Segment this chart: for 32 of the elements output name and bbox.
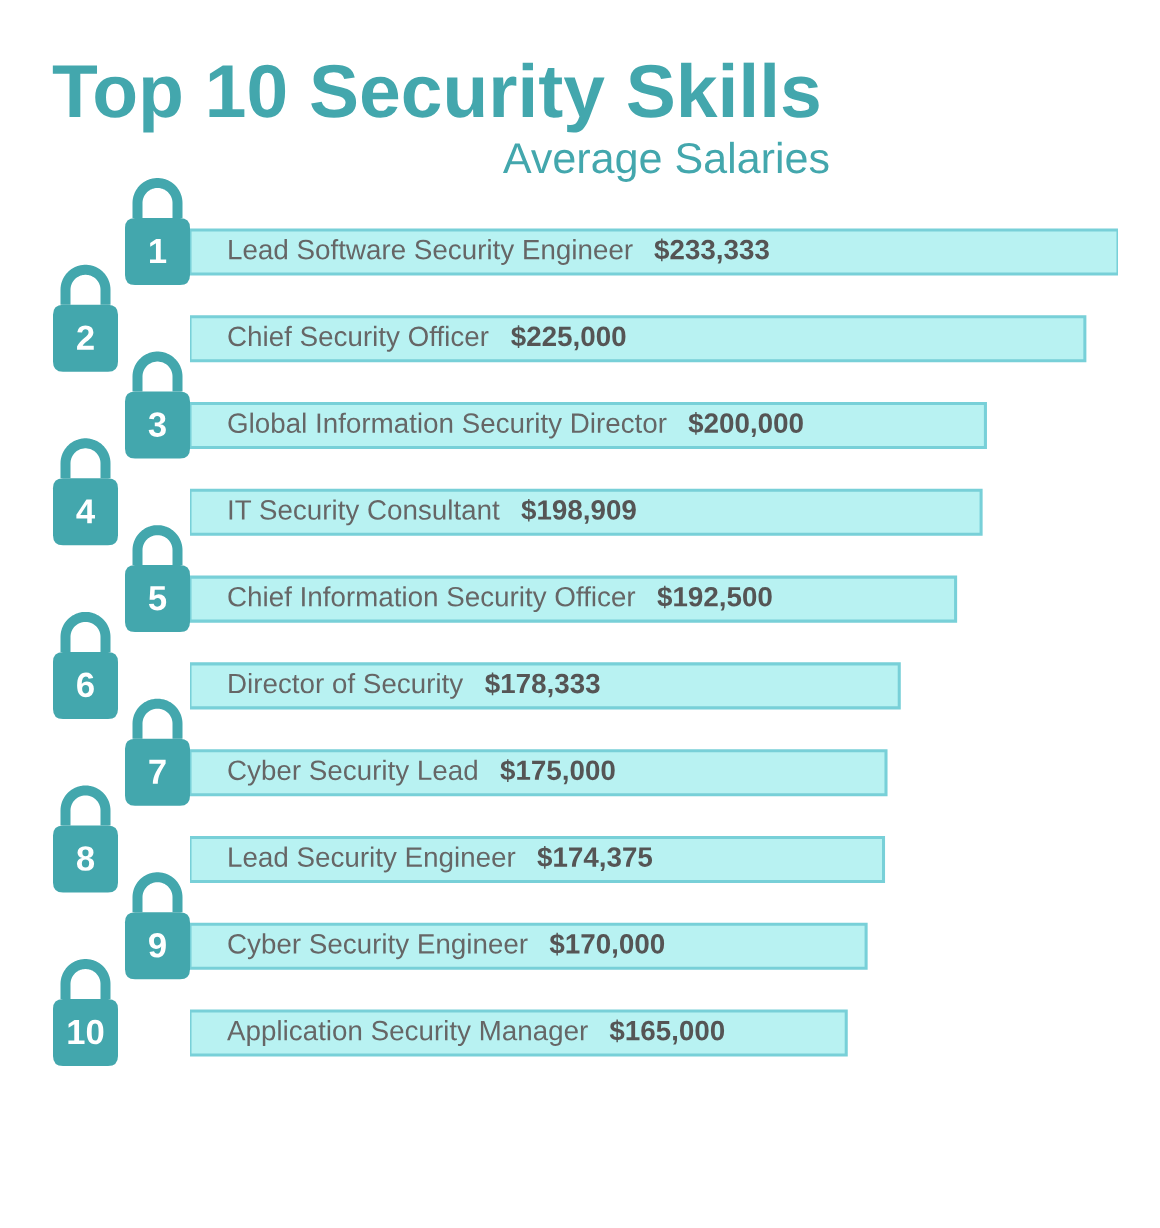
- y-tick-label: Cyber Security Engineer: [228, 933, 528, 960]
- chart-subtitle: Average Salaries: [502, 141, 829, 182]
- data-label: $174,375: [537, 846, 653, 871]
- y-tick-label: Lead Software Security Engineer: [229, 239, 633, 265]
- y-tick-label: Lead Security Engineer: [229, 846, 516, 873]
- text: 10: [68, 1019, 104, 1045]
- text: 8: [76, 846, 95, 871]
- text: 7: [149, 759, 166, 784]
- data-label: $178,333: [485, 672, 600, 698]
- data-label: $200,000: [688, 412, 803, 438]
- text: 3: [148, 412, 166, 437]
- y-tick-label: Global Information Security Director: [228, 412, 667, 439]
- data-label: $170,000: [549, 932, 665, 958]
- y-tick-label: Chief Security Officer: [228, 325, 489, 352]
- text: 2: [77, 325, 94, 350]
- data-label: $198,909: [521, 498, 636, 524]
- data-label: $233,333: [654, 238, 769, 264]
- text: 1: [150, 239, 167, 263]
- data-label: $165,000: [609, 1019, 725, 1045]
- text: 9: [149, 932, 166, 958]
- data-label: $225,000: [511, 325, 626, 351]
- data-label: $192,500: [657, 585, 772, 611]
- text: 6: [77, 672, 94, 698]
- y-tick-label: Director of Security: [229, 672, 464, 699]
- y-tick-label: IT Security Consultant: [229, 499, 500, 526]
- y-tick-label: Cyber Security Lead: [228, 759, 477, 786]
- text: 4: [76, 499, 95, 524]
- y-tick-label: Application Security Manager: [227, 1020, 588, 1046]
- chart-title: Top 10 Security Skills: [52, 62, 819, 133]
- text: 5: [148, 586, 167, 611]
- data-label: $175,000: [500, 759, 615, 785]
- y-tick-label: Chief Information Security Officer: [228, 586, 636, 613]
